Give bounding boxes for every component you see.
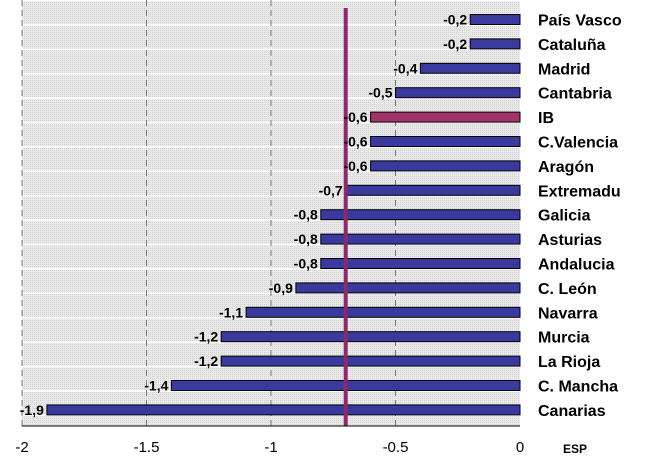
data-label: -1,9 <box>20 402 44 418</box>
data-label: -0,2 <box>443 36 467 52</box>
data-label: -0,8 <box>294 207 318 223</box>
bar-madrid <box>419 62 521 74</box>
category-label: C. Mancha <box>538 379 618 396</box>
bar-murcia <box>220 331 521 343</box>
category-label: Navarra <box>538 305 598 322</box>
bar-navarra <box>245 306 521 318</box>
category-label: La Rioja <box>538 354 600 371</box>
category-label: C. León <box>538 281 597 298</box>
category-label: Aragón <box>538 159 594 176</box>
bar-andalucia <box>320 258 521 269</box>
x-tick-label: -0.5 <box>383 439 409 456</box>
data-label: -0,7 <box>319 182 343 198</box>
data-label: -0,2 <box>443 12 467 28</box>
bar-la-rioja <box>220 355 521 367</box>
category-label: Andalucia <box>538 257 615 274</box>
reference-line-label: ESP <box>563 442 587 456</box>
data-label: -0,6 <box>343 158 367 174</box>
bar-aragón <box>370 160 521 172</box>
category-label: Extremadu <box>538 183 621 200</box>
category-label: Asturias <box>538 232 602 249</box>
category-label: Murcia <box>538 330 590 347</box>
bar-cantabria <box>395 87 521 99</box>
x-tick-label: -1 <box>264 439 277 456</box>
bar-extremadu <box>345 184 521 196</box>
labels: -0,2-0,2-0,4-0,5-0,6-0,6-0,6-0,7-0,8-0,8… <box>20 12 622 420</box>
category-label: Canarias <box>538 403 606 420</box>
bar-asturias <box>320 233 521 245</box>
x-tick-label: -1.5 <box>134 439 160 456</box>
data-label: -0,8 <box>294 256 318 272</box>
category-label: Cataluña <box>538 37 606 54</box>
data-label: -1,4 <box>144 378 168 394</box>
bar-canarias <box>46 404 521 416</box>
x-tick-label: 0 <box>516 439 524 456</box>
category-label: Cantabria <box>538 86 612 103</box>
bar-galicia <box>320 209 521 221</box>
data-label: -0,6 <box>343 134 367 150</box>
category-label: País Vasco <box>538 13 622 30</box>
data-label: -0,9 <box>269 280 293 296</box>
bar-país-vasco <box>469 14 521 25</box>
x-axis: -2 -1.5 -1 -0.5 0 ESP <box>15 425 587 456</box>
category-label: Galicia <box>538 208 591 225</box>
data-label: -0,8 <box>294 231 318 247</box>
data-label: -1,2 <box>194 329 218 345</box>
category-label: Madrid <box>538 61 590 78</box>
bar-c-valencia <box>370 136 521 147</box>
data-label: -0,5 <box>368 85 392 101</box>
x-tick-label: -2 <box>15 439 28 456</box>
bar-cataluña <box>469 38 521 50</box>
data-label: -1,1 <box>219 304 243 320</box>
bar-ib <box>370 111 521 123</box>
category-label: IB <box>538 110 554 127</box>
data-label: -0,6 <box>343 109 367 125</box>
data-label: -1,2 <box>194 353 218 369</box>
category-label: C.Valencia <box>538 135 618 152</box>
data-label: -0,4 <box>393 60 417 76</box>
bar-c-león <box>295 282 521 294</box>
bars <box>46 14 521 416</box>
